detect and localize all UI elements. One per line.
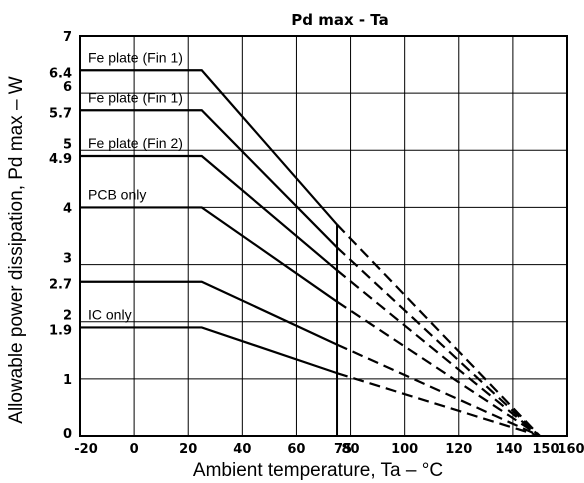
y-tick-label: 2 [63,309,72,324]
x-tick-label: 160 [557,442,584,457]
series-line-solid [80,280,338,346]
series-label: Fe plate (Fin 2) [88,135,183,151]
x-tick-label: 80 [342,442,360,457]
x-tick-label: 40 [233,442,251,457]
series-label: PCB only [88,186,146,202]
x-tick-label: 100 [391,442,418,457]
y-tick-label: 1 [63,373,72,388]
x-axis-title: Ambient temperature, Ta – °C [193,460,443,481]
series-label: Fe plate (Fin 1) [88,89,183,105]
y-axis-title: Allowable power dissipation, Pd max – W [6,76,27,424]
y-tick-label: 6 [63,80,72,95]
x-tick-label: 20 [179,442,197,457]
series-line-solid [80,154,338,272]
series-line-dashed [336,343,541,438]
series-lines [80,69,541,438]
y-tick-label: 6.4 [49,66,72,81]
y-tick-label: 0 [63,427,72,442]
y-tick-label: 7 [63,30,72,45]
y-tick-label: 5 [63,137,72,152]
series-line-dashed [336,300,541,437]
y-tick-label: 4.9 [49,152,72,167]
series-line-dashed [336,246,541,437]
x-tick-label: 140 [495,442,522,457]
series-line-solid [80,69,338,226]
y-tick-label: 2.7 [49,278,72,293]
series-line-dashed [336,372,541,438]
x-tick-label: -20 [74,442,98,457]
x-tick-label: 60 [287,442,305,457]
y-tick-label: 4 [63,201,72,216]
y-tick-label: 3 [63,252,72,267]
series-line-solid [80,326,338,375]
x-tick-label: 0 [130,442,139,457]
series-label: IC only [88,306,132,322]
x-tick-label: 75 [334,442,352,457]
series-line-solid [80,109,338,249]
x-tick-label: 120 [445,442,472,457]
y-tick-label: 1.9 [49,323,72,338]
series-label: Fe plate (Fin 1) [88,49,183,65]
x-tick-label: 150 [532,442,559,457]
y-tick-label: 5.7 [49,106,72,121]
series-line-dashed [336,223,541,437]
series-line-dashed [336,269,541,437]
chart-title: Pd max - Ta [291,11,388,29]
series-line-solid [80,206,338,303]
plot-frame [79,35,568,437]
